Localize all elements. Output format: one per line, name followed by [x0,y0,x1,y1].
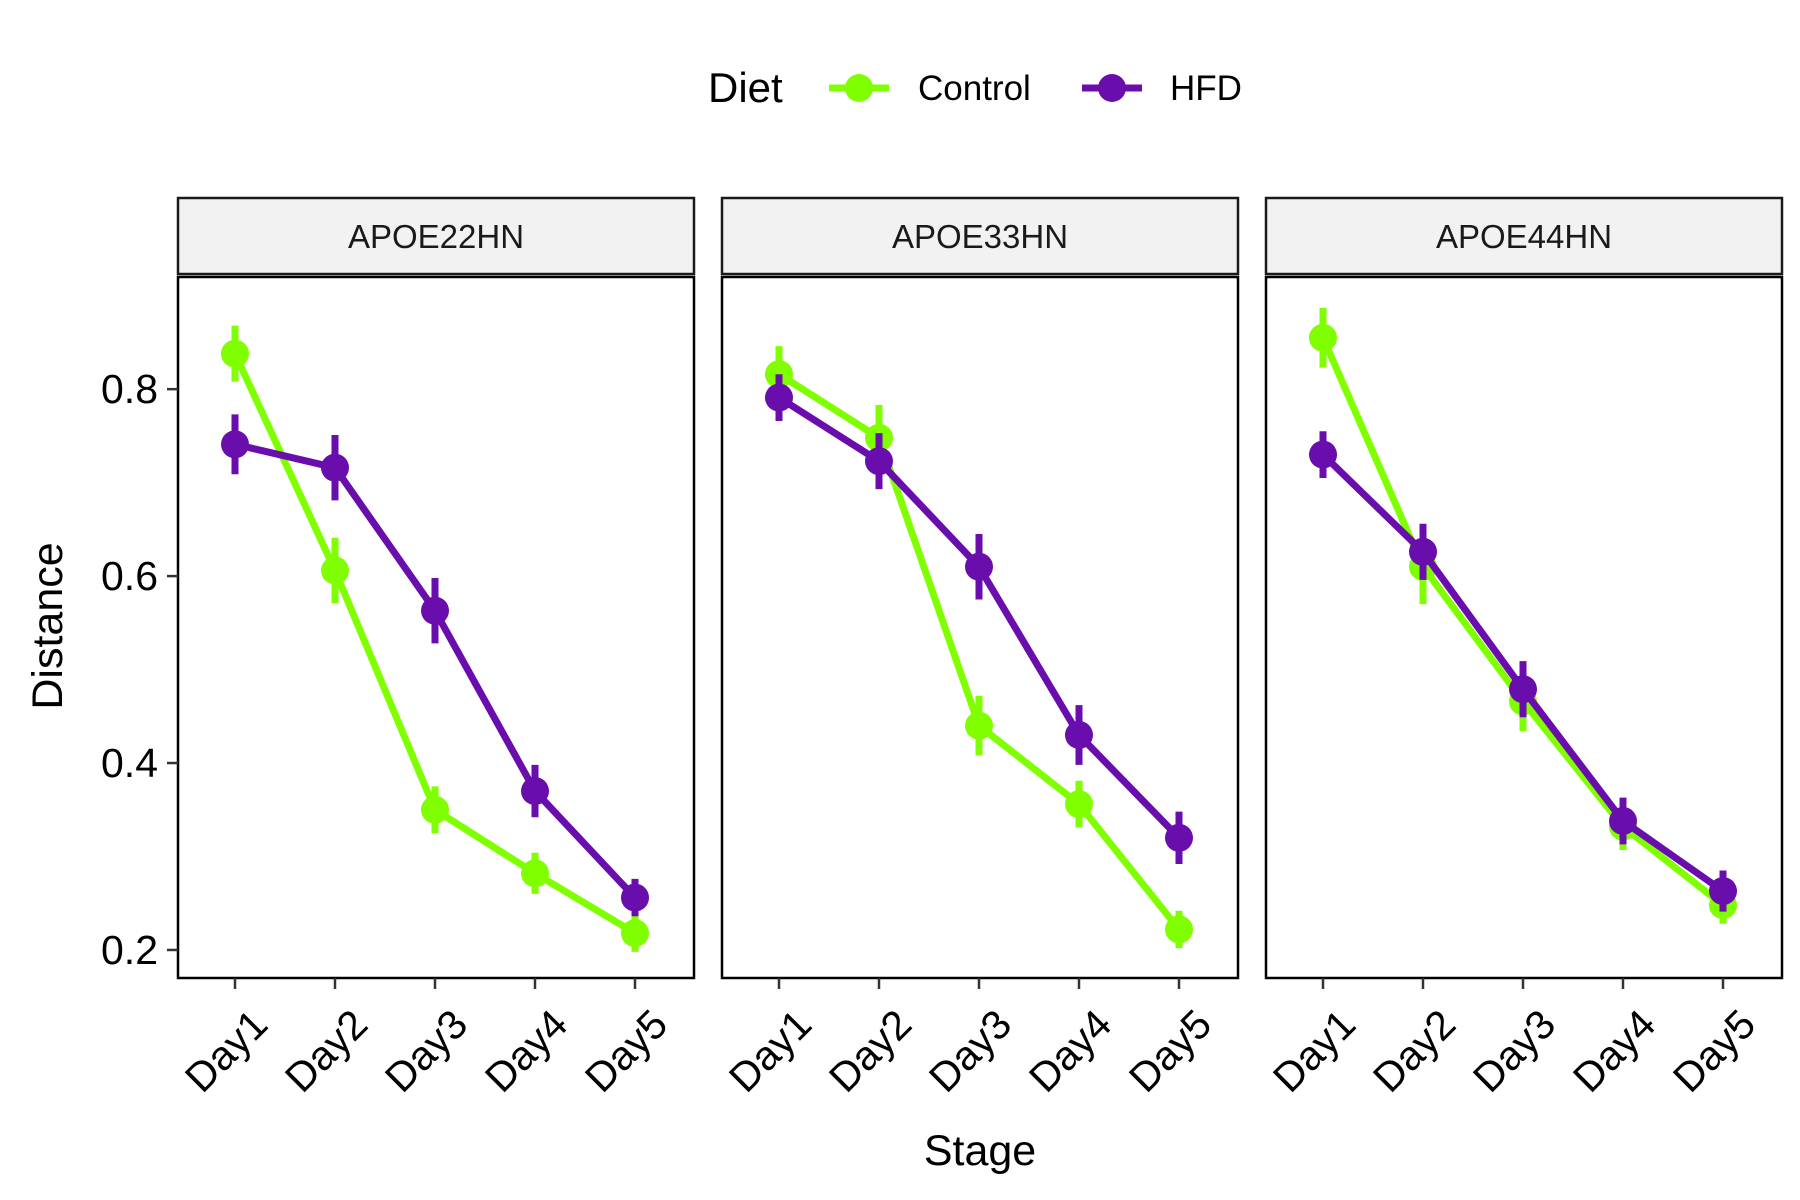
x-tick-label: Day3 [1464,1001,1564,1101]
legend-label: HFD [1170,69,1242,108]
x-tick-label: Day5 [1120,1001,1220,1101]
facet-strip [1264,196,1784,276]
data-point [521,859,549,888]
series-control [221,325,649,952]
data-point [321,556,349,585]
series-hfd [765,374,1193,864]
facet-strip-label: APOE44HN [1436,218,1612,255]
data-point [1409,537,1437,566]
facet-strip-label: APOE33HN [892,218,1068,255]
x-tick-label: Day3 [376,1001,476,1101]
x-tick-label: Day2 [820,1001,920,1101]
y-tick-label: 0.8 [101,366,158,412]
facet-strip [720,196,1240,276]
x-tick-label: Day5 [1664,1001,1764,1101]
panel-apoe33hn: APOE33HN Day1 Day2 Day3 Day4 Day5 [720,196,1240,1101]
facet-strip-label: APOE22HN [348,218,524,255]
plot-panel-border [1264,275,1784,980]
data-point [521,777,549,806]
x-tick-label: Day2 [1364,1001,1464,1101]
data-point [221,430,249,459]
data-point [965,552,993,581]
y-tick-label: 0.2 [101,927,158,973]
data-point [965,711,993,740]
legend-item-control: Control [829,69,1031,108]
y-axis: 0.2 0.4 0.6 0.8 [101,366,178,973]
data-point [1165,823,1193,852]
data-point [421,795,449,824]
x-tick-label: Day5 [576,1001,676,1101]
legend-key-point [845,74,873,102]
x-tick-label: Day2 [276,1001,376,1101]
series-hfd [1309,431,1737,912]
data-point [865,447,893,476]
data-point [765,383,793,412]
legend: Diet Control HFD [708,64,1242,111]
y-axis-title: Distance [24,542,72,709]
data-point [1309,323,1337,352]
y-tick-label: 0.4 [101,740,158,786]
data-point [621,919,649,948]
series-hfd [221,414,649,917]
data-point [221,339,249,368]
x-axis-title: Stage [924,1127,1036,1175]
x-tick-label: Day4 [476,1001,576,1101]
legend-key-point [1098,74,1126,102]
data-point [1709,877,1737,906]
x-tick-label: Day4 [1564,1001,1664,1101]
x-tick-label: Day3 [920,1001,1020,1101]
legend-title: Diet [708,64,783,111]
x-tick-label: Day1 [1264,1001,1364,1101]
panel-apoe22hn: APOE22HN Day1 Day2 Day3 Day4 Day5 [176,196,696,1101]
x-tick-label: Day4 [1020,1001,1120,1101]
legend-items: Control HFD [829,69,1242,108]
series-control [765,346,1193,949]
data-point [421,596,449,625]
plot-panel-border [720,275,1240,980]
data-point [321,453,349,482]
x-tick-label: Day1 [720,1001,820,1101]
facet-strip [176,196,696,276]
panel-apoe44hn: APOE44HN Day1 Day2 Day3 Day4 Day5 [1264,196,1784,1101]
legend-label: Control [918,69,1031,108]
legend-item-hfd: HFD [1082,69,1242,108]
x-tick-label: Day1 [176,1001,276,1101]
data-point [1165,915,1193,944]
data-point [1609,806,1637,835]
data-point [1065,790,1093,819]
y-tick-label: 0.6 [101,553,158,599]
data-point [621,883,649,912]
data-point [1509,675,1537,704]
data-point [1065,720,1093,749]
data-point [1309,440,1337,469]
